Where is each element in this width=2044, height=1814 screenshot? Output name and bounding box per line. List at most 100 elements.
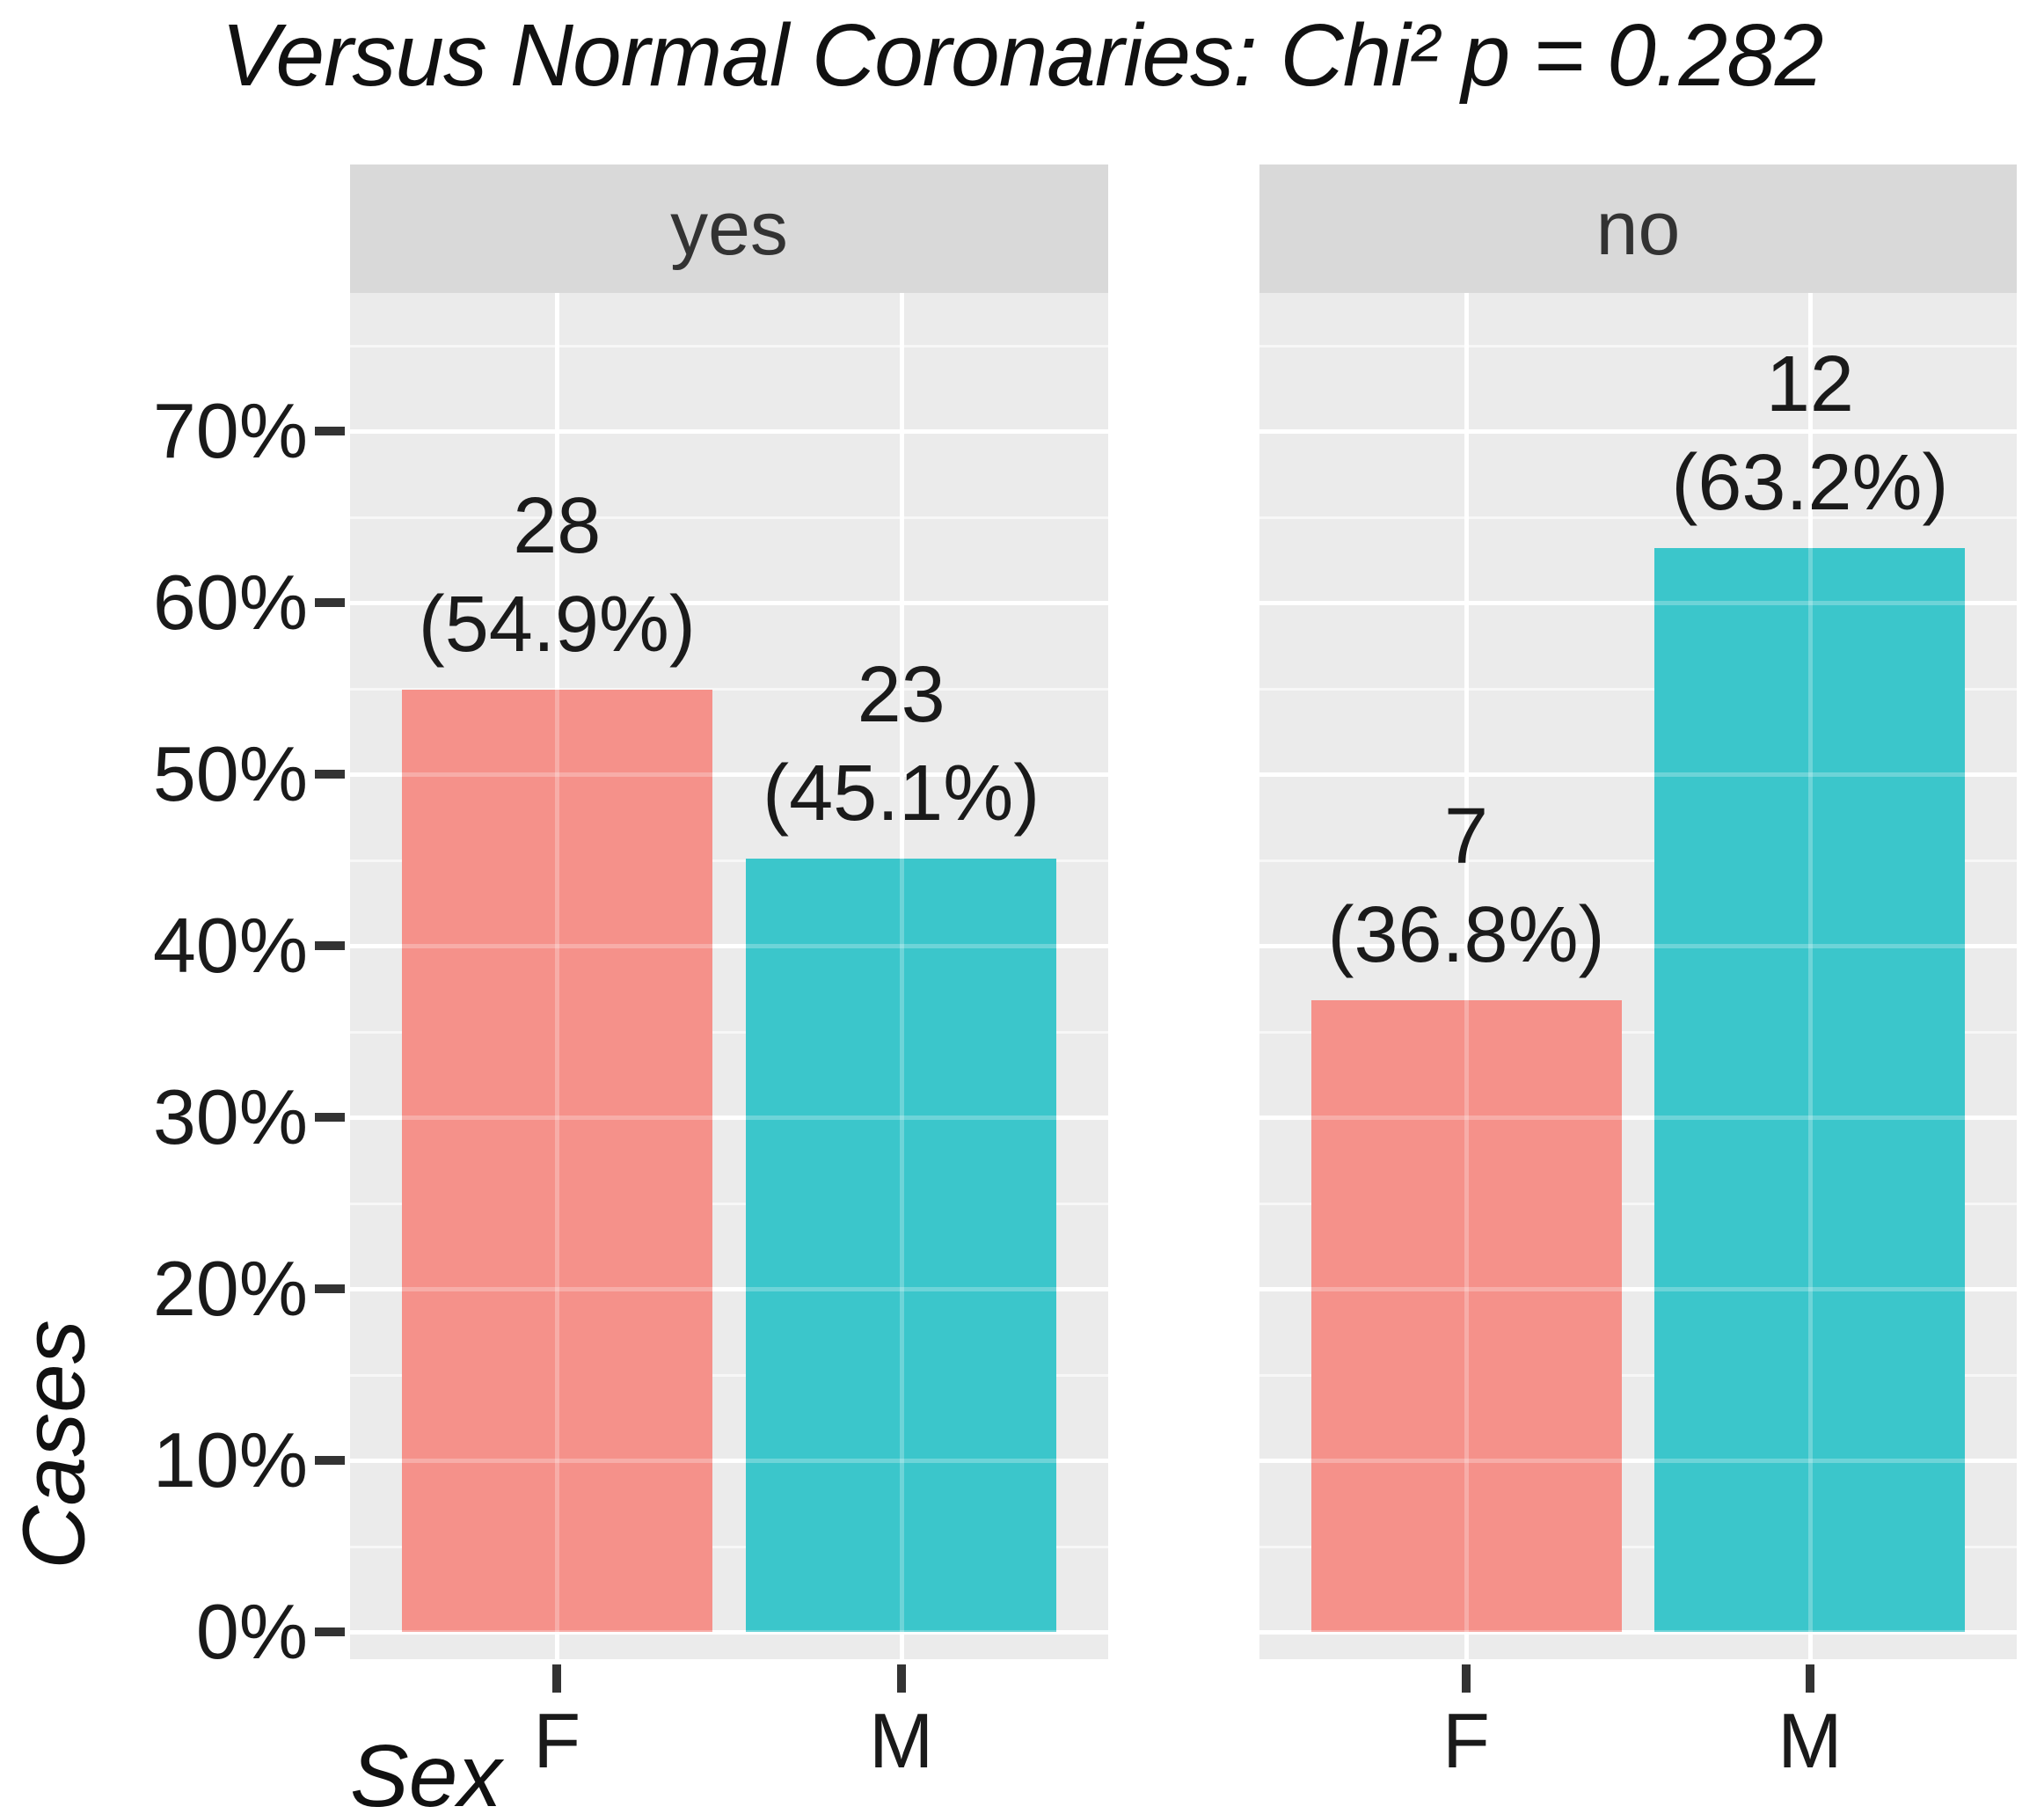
gridline-overlay [350, 1630, 1108, 1635]
gridline-overlay [1259, 944, 2017, 948]
bar-yes-F [401, 690, 712, 1632]
gridline-minor [350, 687, 1108, 691]
gridline-minor [1259, 1030, 2017, 1034]
gridline-minor [350, 1545, 1108, 1548]
y-tick-mark [315, 598, 345, 607]
gridline-minor [1259, 1545, 2017, 1548]
gridline-major [350, 1287, 1108, 1291]
y-tick-label: 0% [195, 1588, 308, 1675]
bar-no-F [1310, 1000, 1622, 1632]
y-tick-label: 70% [152, 387, 308, 474]
gridline-major [350, 1630, 1108, 1635]
gridline-minor [1259, 344, 2017, 347]
y-tick-mark [315, 770, 345, 779]
y-tick-label: 20% [152, 1245, 308, 1332]
bar-count-label: 12 [1765, 340, 1854, 428]
x-tick-mark [1462, 1664, 1471, 1693]
facet-strip-yes: yes [350, 165, 1108, 293]
gridline-overlay [1259, 429, 2017, 434]
gridline-overlay-vertical [899, 293, 904, 1659]
gridline-overlay-vertical [1807, 293, 1813, 1659]
facet-strip-no: no [1259, 165, 2017, 293]
gridline-major [350, 429, 1108, 434]
y-tick-mark [315, 1284, 345, 1293]
gridline-major [1259, 944, 2017, 948]
gridline-overlay-vertical [555, 293, 560, 1659]
chart-title: Versus Normal Coronaries: Chi² p = 0.282 [221, 6, 1824, 105]
y-tick-label: 30% [152, 1073, 308, 1160]
gridline-overlay [1259, 601, 2017, 605]
x-tick-label-F: F [533, 1697, 581, 1784]
gridline-major [1259, 1630, 2017, 1635]
gridline-minor [350, 1202, 1108, 1205]
x-tick-mark [552, 1664, 562, 1693]
gridline-minor [350, 344, 1108, 347]
x-axis-title: Sex [350, 1727, 502, 1814]
bar-value-label: 12 (63.2%) [1671, 335, 1948, 532]
gridline-minor [350, 516, 1108, 519]
y-tick-label: 60% [152, 559, 308, 646]
bar-count-label: 7 [1444, 793, 1489, 881]
gridline-overlay [1259, 772, 2017, 777]
bar-value-label: 23 (45.1%) [763, 646, 1040, 843]
gridline-major [1259, 772, 2017, 777]
x-tick-label-M: M [869, 1697, 934, 1784]
y-tick-mark [315, 1627, 345, 1636]
gridline-vertical [1464, 293, 1470, 1659]
gridline-overlay [1259, 1287, 2017, 1291]
gridline-major [350, 1459, 1108, 1463]
gridline-major [350, 601, 1108, 605]
x-tick-label-M: M [1778, 1697, 1843, 1784]
gridline-overlay-vertical [1464, 293, 1470, 1659]
gridline-major [1259, 601, 2017, 605]
gridline-major [350, 944, 1108, 948]
facet-panel-yes: 28 (54.9%) 23 (45.1%) [350, 293, 1108, 1659]
bar-pct-label: (54.9%) [418, 581, 696, 669]
gridline-minor [1259, 1202, 2017, 1205]
x-tick-mark [1805, 1664, 1814, 1693]
y-tick-mark [315, 941, 345, 950]
facet-strip-label: no [1595, 186, 1681, 271]
gridline-major [1259, 1459, 2017, 1463]
facet-panel-no: 7 (36.8%) 12 (63.2%) [1259, 293, 2017, 1659]
facet-strip-label: yes [670, 186, 788, 271]
bar-yes-M [746, 858, 1057, 1632]
gridline-overlay [350, 429, 1108, 434]
y-tick-mark [315, 1113, 345, 1122]
gridline-minor [1259, 516, 2017, 519]
bar-value-label: 28 (54.9%) [419, 477, 696, 674]
bar-value-label: 7 (36.8%) [1327, 787, 1604, 984]
gridline-overlay [350, 1459, 1108, 1463]
gridline-minor [1259, 859, 2017, 862]
gridline-overlay [350, 1115, 1108, 1120]
y-tick-mark [315, 427, 345, 435]
y-tick-label: 50% [152, 730, 308, 817]
gridline-overlay [1259, 1630, 2017, 1635]
bar-no-M [1654, 547, 1966, 1632]
gridline-overlay [350, 944, 1108, 948]
y-tick-label: 40% [152, 902, 308, 989]
y-tick-label: 10% [152, 1416, 308, 1503]
x-tick-mark [896, 1664, 906, 1693]
gridline-overlay [350, 601, 1108, 605]
gridline-minor [1259, 1373, 2017, 1377]
bar-pct-label: (36.8%) [1327, 891, 1605, 980]
gridline-major [350, 772, 1108, 777]
gridline-overlay [1259, 1115, 2017, 1120]
gridline-minor [350, 1373, 1108, 1377]
x-tick-label-F: F [1442, 1697, 1490, 1784]
gridline-overlay [1259, 1459, 2017, 1463]
gridline-major [1259, 429, 2017, 434]
bar-count-label: 23 [857, 650, 945, 739]
gridline-overlay [350, 772, 1108, 777]
gridline-overlay [350, 1287, 1108, 1291]
bar-pct-label: (45.1%) [763, 749, 1040, 838]
gridline-major [1259, 1115, 2017, 1120]
gridline-minor [1259, 687, 2017, 691]
gridline-major [1259, 1287, 2017, 1291]
gridline-major [350, 1115, 1108, 1120]
y-tick-mark [315, 1456, 345, 1465]
bar-count-label: 28 [513, 482, 602, 571]
gridline-minor [350, 859, 1108, 862]
